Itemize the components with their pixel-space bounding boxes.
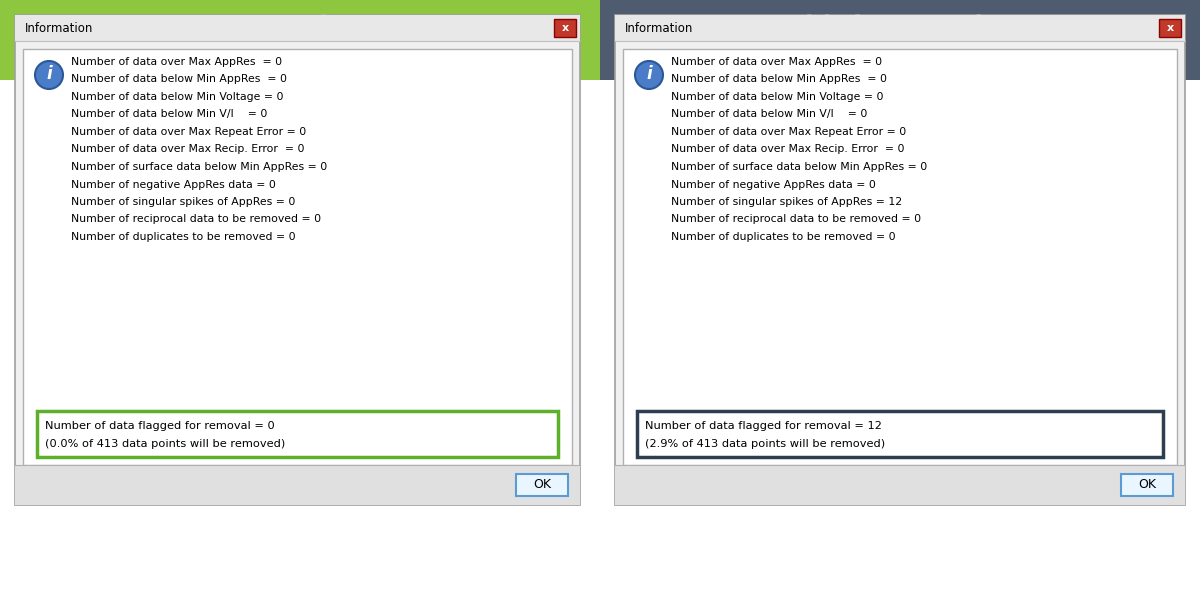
Text: (Data needed to be removed before inversion): (Data needed to be removed before invers…: [690, 46, 1110, 64]
Text: Number of data below Min Voltage = 0: Number of data below Min Voltage = 0: [671, 92, 883, 102]
Text: Number of data below Min AppRes  = 0: Number of data below Min AppRes = 0: [71, 74, 287, 85]
Text: Number of data flagged for removal = 12: Number of data flagged for removal = 12: [646, 421, 882, 431]
Text: i: i: [646, 65, 652, 83]
Text: Number of data over Max AppRes  = 0: Number of data over Max AppRes = 0: [71, 57, 282, 67]
Text: Information: Information: [25, 22, 94, 34]
Text: Number of data over Max AppRes  = 0: Number of data over Max AppRes = 0: [671, 57, 882, 67]
FancyBboxPatch shape: [14, 15, 580, 41]
Text: Number of reciprocal data to be removed = 0: Number of reciprocal data to be removed …: [71, 214, 322, 224]
Text: Number of data over Max Recip. Error  = 0: Number of data over Max Recip. Error = 0: [71, 145, 305, 154]
FancyBboxPatch shape: [616, 15, 1186, 505]
Text: AGI Plot: AGI Plot: [242, 14, 358, 38]
Text: Information: Information: [625, 22, 694, 34]
Text: i: i: [46, 65, 52, 83]
Text: x: x: [1166, 23, 1174, 33]
FancyBboxPatch shape: [516, 474, 568, 496]
Text: Number of singular spikes of AppRes = 0: Number of singular spikes of AppRes = 0: [71, 197, 295, 207]
FancyBboxPatch shape: [616, 15, 1186, 41]
Text: Number of data over Max Repeat Error = 0: Number of data over Max Repeat Error = 0: [71, 127, 306, 137]
Text: Number of data below Min V/I    = 0: Number of data below Min V/I = 0: [71, 109, 268, 119]
FancyBboxPatch shape: [554, 19, 576, 37]
Text: Number of data below Min V/I    = 0: Number of data below Min V/I = 0: [671, 109, 868, 119]
Text: OK: OK: [533, 479, 551, 491]
FancyBboxPatch shape: [616, 465, 1186, 505]
Text: (2.9% of 413 data points will be removed): (2.9% of 413 data points will be removed…: [646, 439, 886, 449]
Text: (0.0% of 413 data points will be removed): (0.0% of 413 data points will be removed…: [46, 439, 286, 449]
Text: Number of negative AppRes data = 0: Number of negative AppRes data = 0: [71, 179, 276, 190]
Text: Number of data over Max Recip. Error  = 0: Number of data over Max Recip. Error = 0: [671, 145, 905, 154]
Text: Number of singular spikes of AppRes = 12: Number of singular spikes of AppRes = 12: [671, 197, 902, 207]
FancyBboxPatch shape: [14, 15, 580, 505]
Text: Third-Party Plot: Third-Party Plot: [788, 14, 1012, 38]
FancyBboxPatch shape: [1159, 19, 1181, 37]
Text: Number of data flagged for removal = 0: Number of data flagged for removal = 0: [46, 421, 275, 431]
FancyBboxPatch shape: [637, 411, 1163, 457]
FancyBboxPatch shape: [37, 411, 558, 457]
Text: (Data needed to be removed before inversion): (Data needed to be removed before invers…: [90, 46, 510, 64]
FancyBboxPatch shape: [14, 465, 580, 505]
Text: Number of data below Min AppRes  = 0: Number of data below Min AppRes = 0: [671, 74, 887, 85]
Text: Number of data over Max Repeat Error = 0: Number of data over Max Repeat Error = 0: [671, 127, 906, 137]
Text: x: x: [562, 23, 569, 33]
Text: OK: OK: [1138, 479, 1156, 491]
FancyBboxPatch shape: [23, 49, 572, 465]
Circle shape: [35, 61, 64, 89]
Text: Number of duplicates to be removed = 0: Number of duplicates to be removed = 0: [71, 232, 295, 242]
FancyBboxPatch shape: [1121, 474, 1174, 496]
Text: Number of reciprocal data to be removed = 0: Number of reciprocal data to be removed …: [671, 214, 922, 224]
Text: Number of negative AppRes data = 0: Number of negative AppRes data = 0: [671, 179, 876, 190]
FancyBboxPatch shape: [0, 0, 600, 80]
Text: Number of surface data below Min AppRes = 0: Number of surface data below Min AppRes …: [671, 162, 928, 172]
Text: Number of duplicates to be removed = 0: Number of duplicates to be removed = 0: [671, 232, 895, 242]
Circle shape: [635, 61, 662, 89]
Text: Number of data below Min Voltage = 0: Number of data below Min Voltage = 0: [71, 92, 283, 102]
FancyBboxPatch shape: [600, 0, 1200, 80]
Text: Number of surface data below Min AppRes = 0: Number of surface data below Min AppRes …: [71, 162, 328, 172]
FancyBboxPatch shape: [623, 49, 1177, 465]
